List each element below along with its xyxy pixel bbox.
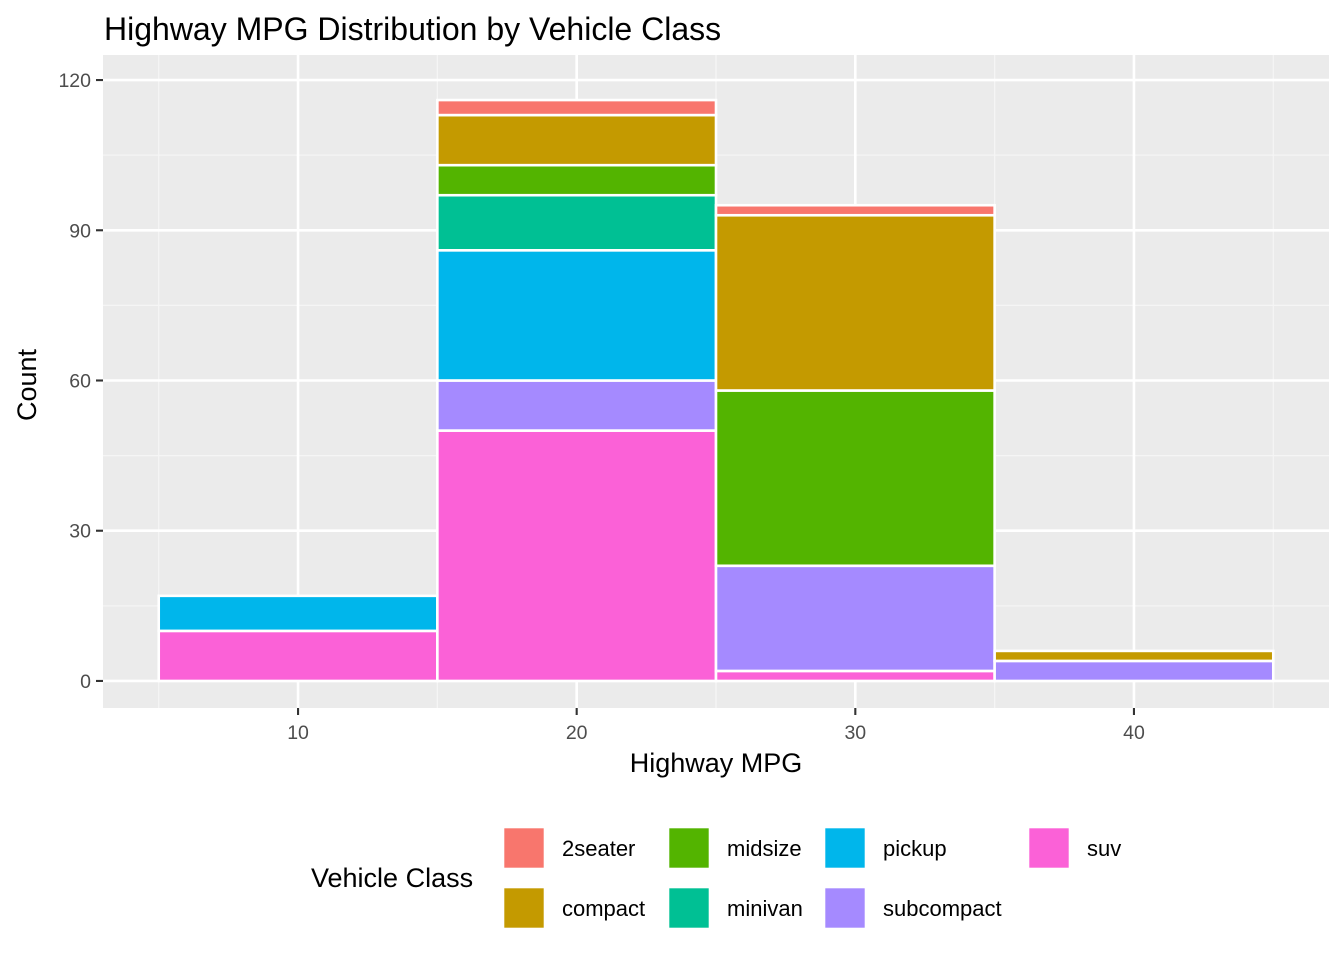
legend-key-2seater [501,825,547,871]
y-axis: 0 30 60 90 120 [58,70,103,693]
legend-label-compact: compact [562,896,645,921]
legend-label-2seater: 2seater [562,836,635,861]
y-tick-label: 120 [58,70,91,92]
x-axis-title: Highway MPG [630,748,803,778]
legend-key-suv [1026,825,1072,871]
bar-segment-compact [436,113,718,167]
legend-label-midsize: midsize [727,836,802,861]
y-tick-label: 0 [80,671,91,693]
legend-label-subcompact: subcompact [883,896,1002,921]
legend-title: Vehicle Class [311,863,473,893]
legend-label-minivan: minivan [727,896,803,921]
x-axis: 10 20 30 40 [287,708,1145,744]
bar-segment-pickup [157,594,439,633]
legend-key-pickup [822,825,868,871]
legend-key-midsize [666,825,712,871]
bar-segment-compact [993,649,1275,663]
bar-segment-midsize [714,389,996,568]
bar-segment-midsize [436,163,718,197]
bar-segment-2seater [436,98,718,117]
legend-label-pickup: pickup [883,836,947,861]
bar-segment-suv [714,669,996,683]
bar-segment-subcompact [993,659,1275,683]
legend-key-minivan [666,885,712,931]
legend-key-subcompact [822,885,868,931]
legend-key-compact [501,885,547,931]
legend-label-suv: suv [1087,836,1121,861]
bar-segment-pickup [436,248,718,382]
bar-segment-minivan [436,193,718,252]
bar-segment-2seater [714,203,996,217]
y-axis-title: Count [12,348,42,421]
bar-stack [157,98,1275,683]
bar-segment-compact [714,213,996,392]
x-tick-label: 30 [844,722,866,744]
chart-title: Highway MPG Distribution by Vehicle Clas… [104,11,721,47]
y-tick-label: 30 [69,521,91,543]
bar-segment-subcompact [436,379,718,432]
bar-segment-suv [436,429,718,683]
y-tick-label: 90 [69,220,91,242]
bar-segment-subcompact [714,564,996,673]
bar-segment-suv [157,629,439,683]
x-tick-label: 10 [287,722,309,744]
x-tick-label: 20 [566,722,588,744]
y-tick-label: 60 [69,370,91,392]
x-tick-label: 40 [1123,722,1145,744]
legend: 2seater midsize pickup suv compact minivan sub… [501,825,1121,931]
